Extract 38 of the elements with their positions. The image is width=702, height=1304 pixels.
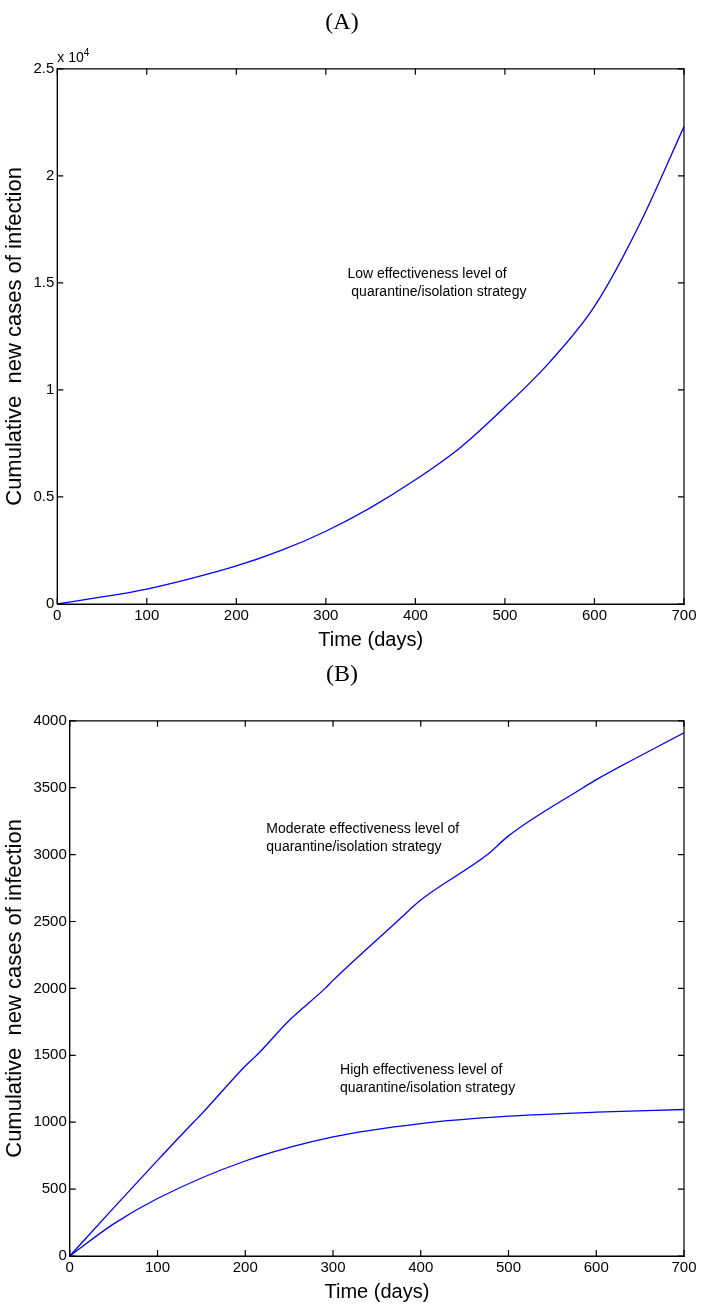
y-axis-title: Cumulative new cases of infection xyxy=(1,819,27,1158)
x-tick-label: 300 xyxy=(320,1258,346,1276)
y-tick-label: 0 xyxy=(58,1246,67,1264)
annotation: Low effectiveness level of quarantine/isolation strategy xyxy=(347,264,527,299)
y-tick-label: 0 xyxy=(45,594,55,612)
x-tick-label: 600 xyxy=(581,606,607,624)
x-tick-label: 200 xyxy=(232,1258,258,1276)
x-tick-label: 200 xyxy=(223,606,249,624)
annotation: Moderate effectiveness level of quarantine/isolation strategy xyxy=(266,820,460,855)
y-tick-label: 3000 xyxy=(33,844,67,862)
x-tick-label: 400 xyxy=(402,606,428,624)
y-tick-label: 1000 xyxy=(33,1112,67,1130)
y-tick-label: 4000 xyxy=(33,710,67,728)
x-tick-label: 500 xyxy=(495,1258,522,1276)
chart-title: (A) xyxy=(325,7,359,34)
x-tick-label: 700 xyxy=(671,606,697,624)
y-tick-label: 1.5 xyxy=(33,273,55,291)
y-tick-label: 1 xyxy=(45,380,55,398)
y-tick-label: 1500 xyxy=(33,1045,67,1063)
y-tick-label: 0.5 xyxy=(33,487,55,505)
y-tick-label: 2500 xyxy=(33,911,67,929)
x-axis-title: Time (days) xyxy=(324,1279,430,1302)
y-tick-label: 2000 xyxy=(33,978,67,996)
y-axis-title: Cumulative new cases of infection xyxy=(1,167,27,506)
x-tick-label: 700 xyxy=(671,1258,697,1276)
y-tick-label: 2.5 xyxy=(33,58,55,76)
x-tick-label: 300 xyxy=(313,606,339,624)
chart-title: (B) xyxy=(326,659,358,686)
y-tick-label: 2 xyxy=(45,165,55,183)
x-tick-label: 400 xyxy=(408,1258,434,1276)
x-tick-label: 100 xyxy=(145,1258,171,1276)
y-tick-label: 3500 xyxy=(33,777,67,795)
x-tick-label: 500 xyxy=(492,606,518,624)
x-axis-title: Time (days) xyxy=(318,627,424,650)
annotation: High effectiveness level of quarantine/isolation strategy xyxy=(340,1061,516,1096)
x-tick-label: 100 xyxy=(134,606,160,624)
y-tick-label: 500 xyxy=(41,1179,67,1197)
x-tick-label: 600 xyxy=(583,1258,609,1276)
